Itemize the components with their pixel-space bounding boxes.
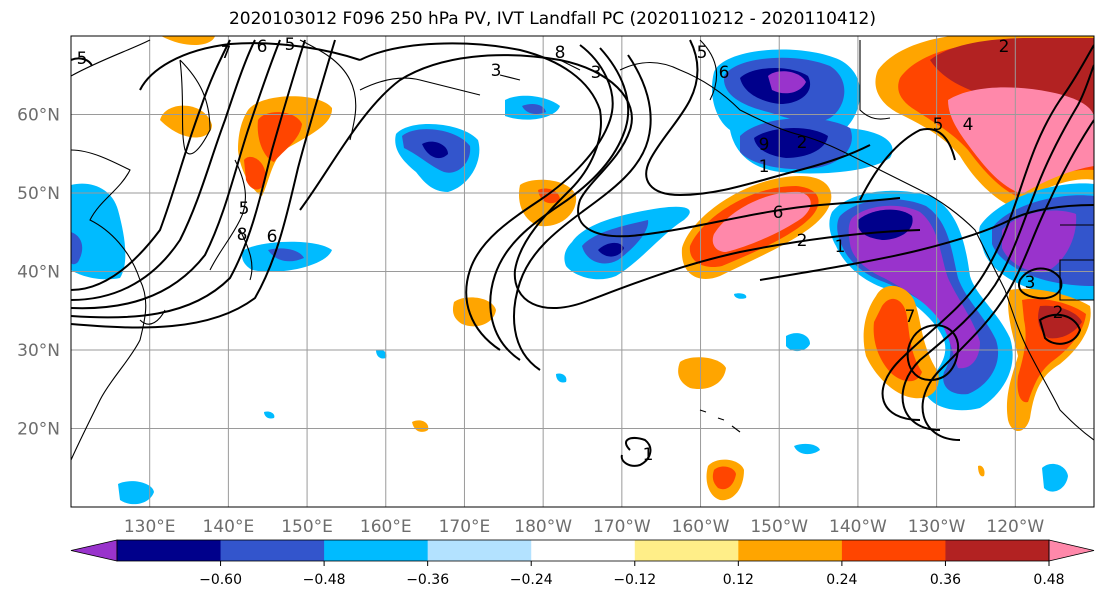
lon-tick-label: 120°W <box>986 517 1044 537</box>
colorbar-segment <box>220 540 325 561</box>
colorbar-tick-label: 0.24 <box>826 572 857 588</box>
contour-label: 1 <box>759 157 770 177</box>
colorbar-tick-label: 0.36 <box>930 572 961 588</box>
lon-tick-label: 140°W <box>829 517 887 537</box>
lon-tick-label: 130°W <box>908 517 966 537</box>
lon-tick-label: 170°E <box>439 517 491 537</box>
lon-tick-label: 160°E <box>360 517 412 537</box>
contour-label: 5 <box>697 43 708 63</box>
colorbar-tick-label: 0.12 <box>723 572 754 588</box>
contour-label: 6 <box>773 203 784 223</box>
lat-tick-label: 40°N <box>17 263 60 283</box>
contour-label: 8 <box>237 225 248 245</box>
lon-tick-label: 130°E <box>124 517 176 537</box>
contour-label: 7 <box>905 307 916 327</box>
coastlines <box>71 39 1094 461</box>
lat-tick-label: 30°N <box>17 341 60 361</box>
lat-tick-label: 20°N <box>17 420 60 440</box>
colorbar-tick-label: −0.60 <box>199 572 242 588</box>
colorbar-extend-min <box>70 539 118 562</box>
contour-label: 1 <box>643 445 654 465</box>
colorbar-segment <box>738 540 843 561</box>
contour-label: 3 <box>1025 273 1036 293</box>
colorbar-segment <box>117 540 222 561</box>
contour-label: 7 <box>221 43 232 63</box>
contour-label: 6 <box>719 63 730 83</box>
lon-tick-label: 150°W <box>750 517 808 537</box>
colorbar-tick-label: −0.24 <box>510 572 553 588</box>
contour-label: 8 <box>555 43 566 63</box>
lat-tick-label: 60°N <box>17 106 60 126</box>
contour-label: 5 <box>285 35 296 55</box>
contour-label: 6 <box>257 37 268 57</box>
contour-label: 2 <box>999 37 1010 57</box>
colorbar-tick-label: −0.48 <box>303 572 346 588</box>
contour-label: 5 <box>77 49 88 69</box>
colorbar-segment <box>634 540 739 561</box>
colorbar-segment <box>324 540 429 561</box>
colorbar-extend-max <box>1048 539 1095 562</box>
lon-tick-label: 160°W <box>672 517 730 537</box>
colorbar-tick-label: −0.12 <box>613 572 656 588</box>
contour-label: 3 <box>591 63 602 83</box>
colorbar-segment <box>427 540 532 561</box>
longitude-labels: 130°E 140°E 150°E 160°E 170°E 180°W 170°W 160°W… <box>124 517 1045 537</box>
lon-tick-label: 150°E <box>281 517 333 537</box>
lat-tick-label: 50°N <box>17 184 60 204</box>
contour-label: 2 <box>1053 303 1064 323</box>
colorbar-tick-label: 0.48 <box>1033 572 1064 588</box>
colorbar-segment <box>841 540 946 561</box>
lon-tick-label: 180°W <box>514 517 572 537</box>
contour-label: 4 <box>963 115 974 135</box>
contour-label: 2 <box>797 133 808 153</box>
colorbar-segment <box>945 540 1050 561</box>
contour-label: 2 <box>797 231 808 251</box>
pv-contours <box>71 39 1094 467</box>
colorbar-tick-label: −0.36 <box>406 572 449 588</box>
contour-label: 9 <box>759 135 770 155</box>
contour-label: 6 <box>267 227 278 247</box>
contour-label: 1 <box>835 237 846 257</box>
latitude-labels: 60°N 50°N 40°N 30°N 20°N <box>17 106 60 440</box>
contour-label: 5 <box>239 199 250 219</box>
lon-tick-label: 170°W <box>593 517 651 537</box>
contour-label: 5 <box>933 115 944 135</box>
pv-anomaly-fill <box>71 36 1094 505</box>
map-title: 2020103012 F096 250 hPa PV, IVT Landfall… <box>228 9 876 29</box>
map-frame <box>70 35 1095 508</box>
colorbar-frame <box>116 539 1050 562</box>
contour-label: 3 <box>491 61 502 81</box>
colorbar-segment <box>531 540 636 561</box>
gridlines <box>71 36 1094 507</box>
lon-tick-label: 140°E <box>203 517 255 537</box>
colorbar: −0.60 −0.48 −0.36 −0.24 −0.12 0.12 0.24 0.36 0.4… <box>70 539 1095 588</box>
